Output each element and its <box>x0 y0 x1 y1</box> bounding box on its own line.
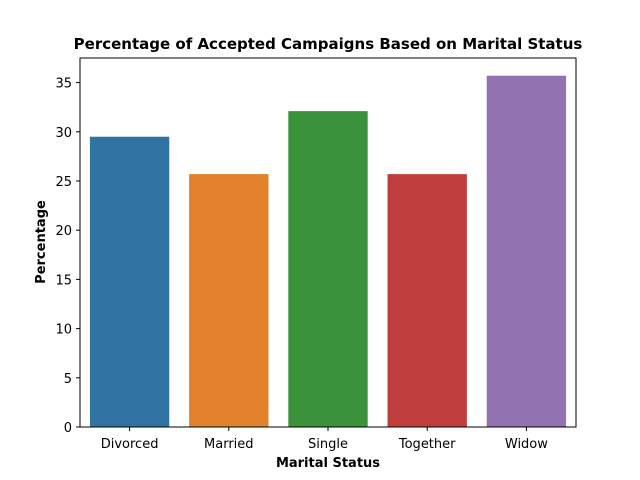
y-axis-ticks: 0 5 10 15 20 25 30 35 <box>55 77 80 436</box>
plot-frame <box>79 57 577 428</box>
x-tick-label: Single <box>308 437 348 452</box>
x-tick-label: Widow <box>505 437 548 452</box>
y-tick-label: 10 <box>55 323 72 338</box>
bars-group <box>89 75 567 428</box>
y-tick-label: 35 <box>55 77 72 92</box>
y-tick-label: 0 <box>64 421 72 436</box>
x-axis-ticks: Divorced Married Single Together Widow <box>101 427 548 452</box>
y-tick-label: 25 <box>55 175 72 190</box>
y-axis-label: Percentage <box>34 200 49 284</box>
y-tick-label: 30 <box>55 126 72 141</box>
x-tick-label: Divorced <box>101 437 159 452</box>
x-tick-label: Together <box>398 437 456 452</box>
bar-together <box>387 174 467 427</box>
y-tick-label: 15 <box>55 273 72 288</box>
y-tick-label: 20 <box>55 224 72 239</box>
x-tick-label: Married <box>204 437 254 452</box>
bar-widow <box>486 75 567 428</box>
chart-title: Percentage of Accepted Campaigns Based o… <box>74 35 583 53</box>
y-tick-label: 5 <box>64 372 72 387</box>
bar-married <box>189 174 269 427</box>
x-axis-label: Marital Status <box>276 456 380 471</box>
bar-divorced <box>89 136 170 427</box>
bar-single <box>288 111 368 427</box>
